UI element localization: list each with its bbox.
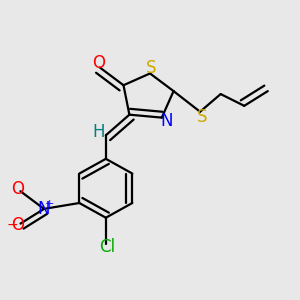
Text: O: O: [92, 54, 105, 72]
Text: Cl: Cl: [99, 238, 116, 256]
Text: +: +: [45, 199, 54, 208]
Text: H: H: [92, 123, 105, 141]
Text: N: N: [38, 200, 50, 218]
Text: −: −: [6, 218, 18, 232]
Text: S: S: [197, 108, 208, 126]
Text: O: O: [11, 180, 24, 198]
Text: N: N: [161, 112, 173, 130]
Text: S: S: [146, 58, 157, 76]
Text: O: O: [11, 216, 24, 234]
